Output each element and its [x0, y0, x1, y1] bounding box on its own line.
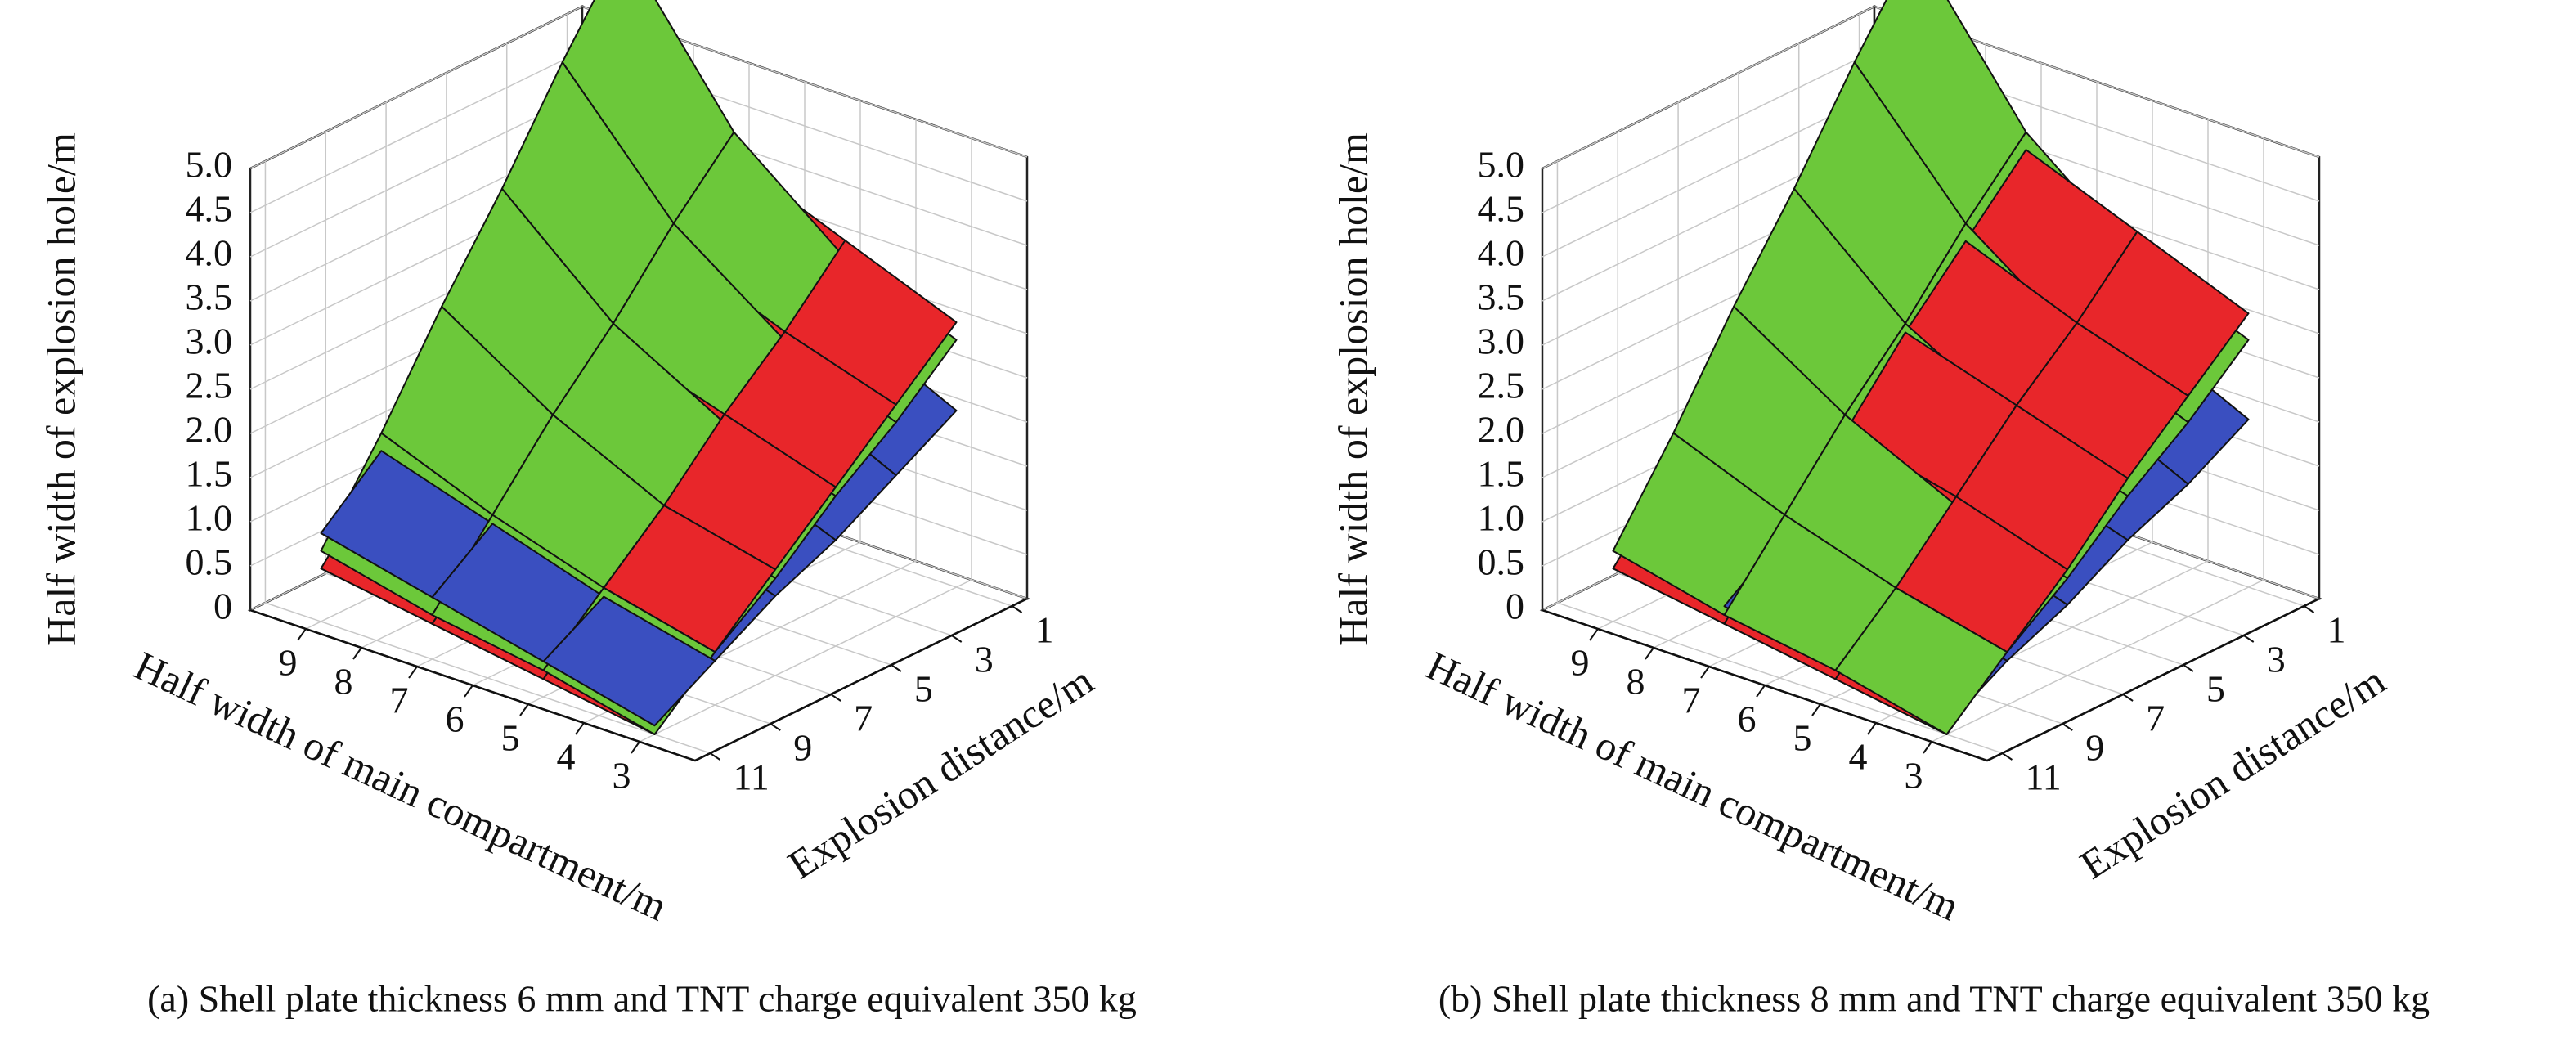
y-tick-label: 7 — [1682, 680, 1701, 721]
tick-mark — [519, 703, 529, 716]
grid-line — [249, 50, 583, 213]
z-tick-label: 0.5 — [1478, 541, 1525, 583]
z-tick-label: 4.5 — [1478, 188, 1525, 230]
y-tick-label: 9 — [279, 642, 298, 684]
x-tick-label: 11 — [2025, 756, 2061, 798]
tick-mark — [1756, 685, 1766, 698]
panel: 00.51.01.52.02.53.03.54.04.55.0345678913… — [38, 0, 1137, 1020]
panel: 00.51.01.52.02.53.03.54.04.55.0345678913… — [1330, 0, 2430, 1020]
y-tick-label: 6 — [1738, 698, 1757, 740]
grid-line — [249, 6, 583, 169]
z-tick-label: 1.0 — [186, 497, 233, 539]
tick-mark — [575, 722, 585, 735]
z-tick-label: 3.5 — [186, 276, 233, 318]
tick-mark — [2183, 664, 2194, 672]
surface-patch — [1834, 586, 2008, 735]
y-tick-label: 5 — [1793, 717, 1812, 759]
x-tick-label: 7 — [854, 698, 873, 739]
z-tick-label: 1.0 — [1478, 497, 1525, 539]
tick-mark — [1589, 628, 1599, 641]
axis-edge — [1986, 597, 2320, 762]
y-tick-label: 5 — [501, 717, 520, 759]
z-tick-label: 2.0 — [1478, 409, 1525, 451]
tick-mark — [2303, 605, 2315, 613]
grid-line — [1542, 94, 1875, 258]
tick-mark — [2243, 635, 2255, 643]
tick-mark — [2062, 723, 2073, 731]
grid-line — [1931, 579, 2264, 743]
tick-mark — [2122, 694, 2134, 702]
x-tick-label: 3 — [975, 639, 994, 680]
z-tick-label: 2.5 — [1478, 365, 1525, 406]
tick-mark — [297, 628, 307, 641]
z-tick-label: 1.5 — [186, 453, 233, 495]
tick-mark — [709, 752, 721, 761]
tick-mark — [770, 723, 781, 731]
z-tick-label: 1.5 — [1478, 453, 1525, 495]
z-axis-title: Half width of explosion hole/m — [1330, 132, 1376, 646]
z-tick-label: 5.0 — [1478, 144, 1525, 186]
y-tick-label: 7 — [390, 680, 409, 721]
z-tick-label: 0.5 — [186, 541, 233, 583]
y-tick-label: 8 — [334, 661, 353, 703]
tick-mark — [352, 647, 362, 660]
z-tick-label: 5.0 — [186, 144, 233, 186]
x-tick-label: 9 — [793, 727, 812, 769]
surface-patch — [542, 595, 716, 727]
z-tick-label: 3.5 — [1478, 276, 1525, 318]
tick-mark — [464, 685, 473, 698]
z-tick-label: 3.0 — [1478, 321, 1525, 362]
y-tick-label: 3 — [613, 755, 631, 797]
z-tick-label: 2.0 — [186, 409, 233, 451]
grid-line — [1542, 6, 1875, 169]
tick-mark — [1867, 722, 1877, 735]
x-tick-label: 1 — [1035, 609, 1054, 651]
tick-mark — [1811, 703, 1821, 716]
tick-mark — [2001, 752, 2013, 761]
z-tick-label: 4.0 — [1478, 232, 1525, 274]
grid-line — [1542, 50, 1875, 213]
z-axis-title: Half width of explosion hole/m — [38, 132, 83, 646]
y-tick-label: 4 — [1849, 736, 1868, 778]
x-tick-label: 3 — [2267, 639, 2286, 680]
grid-line — [249, 94, 583, 258]
x-tick-label: 9 — [2085, 727, 2104, 769]
tick-mark — [1700, 666, 1710, 679]
x-tick-label: 5 — [2206, 668, 2225, 710]
x-tick-label: 11 — [733, 756, 769, 798]
y-tick-label: 9 — [1571, 642, 1590, 684]
tick-mark — [1011, 605, 1023, 613]
caption: (a) Shell plate thickness 6 mm and TNT c… — [147, 978, 1137, 1020]
z-tick-label: 0 — [213, 586, 232, 627]
tick-mark — [830, 694, 841, 702]
tick-mark — [408, 666, 418, 679]
tick-mark — [951, 635, 963, 643]
y-tick-label: 4 — [557, 736, 576, 778]
tick-mark — [631, 741, 640, 754]
z-tick-label: 4.5 — [186, 188, 233, 230]
y-tick-label: 3 — [1905, 755, 1923, 797]
x-tick-label: 5 — [914, 668, 933, 710]
y-tick-label: 6 — [446, 698, 464, 740]
y-tick-label: 8 — [1627, 661, 1645, 703]
x-tick-label: 7 — [2146, 698, 2165, 739]
z-tick-label: 2.5 — [186, 365, 233, 406]
z-tick-label: 4.0 — [186, 232, 233, 274]
grid-line — [639, 579, 972, 743]
z-tick-label: 0 — [1506, 586, 1524, 627]
caption: (b) Shell plate thickness 8 mm and TNT c… — [1438, 978, 2430, 1020]
axis-edge — [694, 597, 1028, 762]
tick-mark — [1645, 647, 1654, 660]
z-tick-label: 3.0 — [186, 321, 233, 362]
tick-mark — [1923, 741, 1932, 754]
x-tick-label: 1 — [2327, 609, 2346, 651]
tick-mark — [891, 664, 902, 672]
